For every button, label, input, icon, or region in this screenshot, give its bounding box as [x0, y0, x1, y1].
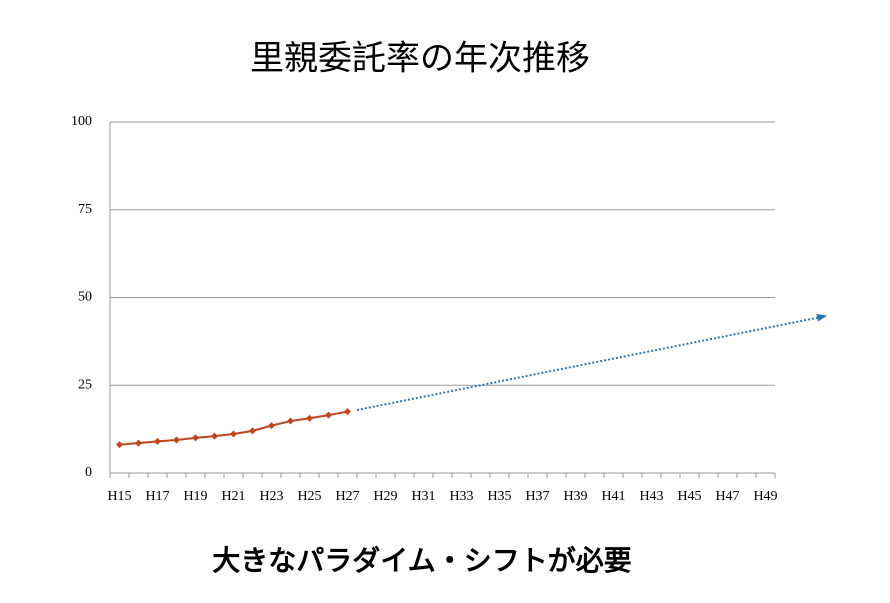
data-point: [249, 427, 256, 435]
data-point: [135, 439, 142, 447]
y-tick-label: 50: [78, 290, 92, 305]
plot-area: 0 25 50 75 100 H15 H17 H19 H21 H23 H25 H27 H29 H31 H33…: [71, 114, 778, 504]
x-tick-label: H39: [563, 489, 587, 504]
y-tick-label: 0: [85, 465, 92, 480]
data-point: [192, 434, 199, 442]
x-tick-label: H33: [449, 489, 473, 504]
data-point: [230, 430, 237, 438]
data-point: [287, 417, 294, 425]
data-point: [306, 414, 313, 422]
x-tick-label: H15: [107, 489, 131, 504]
x-tick-label: H43: [639, 489, 663, 504]
x-tick-label: H37: [525, 489, 549, 504]
x-tick-label: H41: [601, 489, 625, 504]
data-point: [173, 436, 180, 444]
x-tick-label: H29: [373, 489, 397, 504]
x-tick-label: H49: [753, 489, 777, 504]
data-point: [211, 432, 218, 440]
x-tick-label: H23: [259, 489, 283, 504]
x-tick-label: H31: [411, 489, 435, 504]
x-tick-label: H19: [183, 489, 207, 504]
x-tick-label: H27: [335, 489, 359, 504]
y-tick-label: 100: [71, 114, 92, 129]
x-tick-label: H17: [145, 489, 169, 504]
y-tick-label: 25: [78, 377, 92, 392]
x-tick-label: H35: [487, 489, 511, 504]
chart-title: 里親委託率の年次推移: [250, 39, 590, 79]
data-point: [268, 422, 275, 430]
annotation: 大きなパラダイム・シフトが必要: [212, 544, 631, 577]
series-line: [119, 410, 348, 446]
trend-arrow: [356, 313, 827, 411]
data-point: [325, 411, 332, 419]
x-tick-label: H47: [715, 489, 739, 504]
data-point: [154, 437, 161, 445]
x-tick-label: H45: [677, 489, 701, 504]
y-tick-label: 75: [78, 202, 92, 217]
x-tick-label: H21: [221, 489, 245, 504]
x-tick-label: H25: [297, 489, 321, 504]
data-point: [344, 408, 351, 416]
data-point: [116, 441, 123, 449]
